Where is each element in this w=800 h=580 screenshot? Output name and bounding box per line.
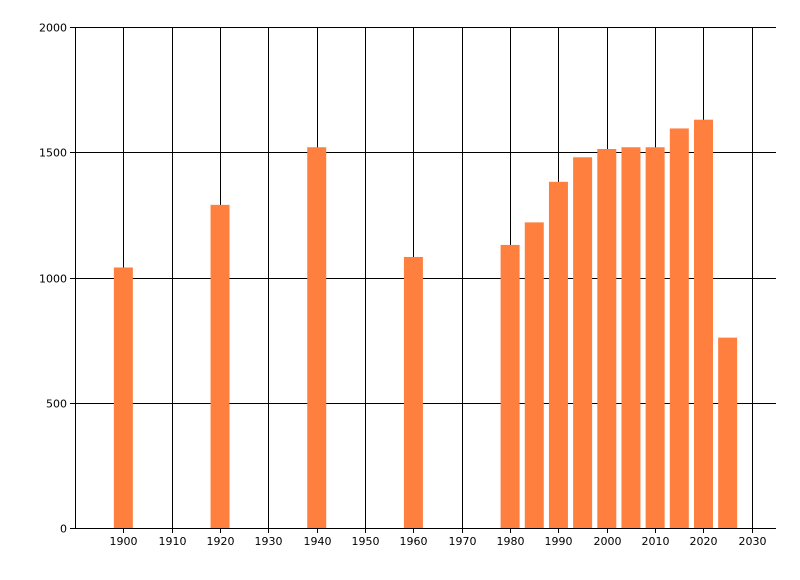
y-tick-label-1500: 1500 (39, 147, 67, 160)
x-tick-label-1980: 1980 (497, 535, 525, 548)
x-tick-label-1940: 1940 (304, 535, 332, 548)
tick-labels-layer: 0 500 1000 1500 2000 1900 1910 1920 1930 1940 1950… (39, 22, 767, 549)
x-tick-label-1910: 1910 (159, 535, 187, 548)
bar-2010 (645, 147, 665, 529)
x-tick-label-2030: 2030 (739, 535, 767, 548)
x-tick-label-1900: 1900 (110, 535, 138, 548)
bar-2015 (669, 128, 689, 528)
bar-1995 (573, 157, 593, 528)
axes-layer (70, 27, 776, 533)
bar-1900 (113, 267, 133, 528)
bar-2005 (621, 147, 641, 529)
y-tick-label-2000: 2000 (39, 22, 67, 35)
bar-1960 (403, 256, 423, 528)
bar-1940 (307, 147, 327, 529)
x-tick-label-1990: 1990 (545, 535, 573, 548)
bar-1990 (548, 181, 568, 528)
x-tick-label-1950: 1950 (352, 535, 380, 548)
x-tick-label-2020: 2020 (690, 535, 718, 548)
bar-1980 (500, 244, 520, 528)
x-tick-label-1970: 1970 (449, 535, 477, 548)
bar-2020 (693, 119, 713, 528)
y-tick-label-1000: 1000 (39, 273, 67, 286)
y-tick-label-500: 500 (46, 398, 67, 411)
x-tick-label-1920: 1920 (207, 535, 235, 548)
bar-2025 (718, 337, 738, 528)
y-tick-label-0: 0 (60, 523, 67, 536)
bar-1920 (210, 204, 230, 529)
x-tick-label-1960: 1960 (400, 535, 428, 548)
x-tick-label-1930: 1930 (255, 535, 283, 548)
bar-2000 (597, 148, 617, 528)
bars-layer (113, 119, 738, 529)
bar-1985 (524, 222, 544, 528)
x-tick-label-2000: 2000 (594, 535, 622, 548)
x-tick-label-2010: 2010 (642, 535, 670, 548)
